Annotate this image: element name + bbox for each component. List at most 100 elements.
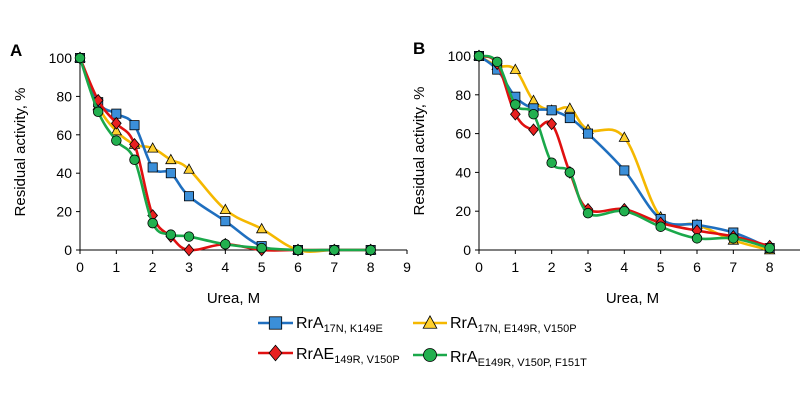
x-tick-label: 3 — [185, 259, 193, 275]
series-line-ae149r — [478, 54, 771, 248]
data-point-k149e — [111, 108, 122, 119]
data-point-f151t — [728, 233, 739, 244]
axes — [478, 56, 800, 251]
data-point-k149e — [129, 120, 140, 131]
series-e149r — [473, 49, 776, 255]
y-tick-label: 60 — [455, 126, 471, 142]
data-point-k149e — [165, 168, 176, 179]
legend-entry-f151t: RrAE149R, V150P, F151T — [413, 348, 587, 369]
y-tick-label: 60 — [56, 127, 72, 143]
data-point-f151t — [74, 52, 86, 64]
y-axis-label: Residual activity, % — [12, 88, 29, 217]
data-point-e149r — [146, 142, 159, 153]
x-tick-label: 8 — [367, 259, 375, 275]
data-point-e149r — [564, 102, 576, 113]
data-point-k149e — [619, 165, 630, 176]
chart-panel-a: 0 20 40 60 80 100 0 1 2 3 4 5 6 7 8 9 Urea, M Residual ac… — [10, 41, 411, 307]
series-ae149r — [473, 49, 776, 253]
data-point-k149e — [147, 162, 158, 173]
x-tick-label: 0 — [475, 259, 483, 275]
y-tick-label: 80 — [56, 88, 72, 104]
legend-marker-e149r — [422, 315, 438, 329]
series-f151t — [473, 50, 775, 254]
data-point-e149r — [618, 131, 631, 142]
data-point-f151t — [329, 244, 340, 256]
data-point-e149r — [255, 222, 268, 234]
data-point-e149r — [165, 153, 177, 165]
y-axis-label: Residual activity, % — [411, 87, 428, 216]
data-point-ae149r — [528, 123, 539, 137]
y-tick-label: 0 — [64, 242, 72, 258]
data-point-f151t — [220, 239, 231, 250]
series-line-e149r — [478, 54, 771, 252]
x-tick-label: 1 — [112, 259, 120, 275]
data-point-e149r — [509, 63, 522, 74]
data-point-k149e — [583, 128, 594, 139]
y-tick-label: 40 — [56, 165, 72, 181]
legend-marker-ae149r — [268, 344, 283, 362]
legend-entry-e149r: RrA17N, E149R, V150P — [413, 315, 577, 335]
data-point-f151t — [655, 221, 666, 232]
x-tick-label: 2 — [548, 259, 556, 275]
legend-symbol-k149e — [268, 316, 283, 330]
series-k149e — [75, 53, 376, 255]
y-tick-label: 40 — [455, 164, 471, 180]
x-tick-label: 5 — [258, 259, 266, 275]
legend-marker-f151t — [423, 348, 437, 362]
data-point-f151t — [111, 135, 122, 146]
legend-label-e149r: RrA17N, E149R, V150P — [450, 315, 577, 335]
y-tick-label: 100 — [448, 48, 472, 64]
data-point-e149r — [110, 124, 123, 136]
legend: RrA17N, K149E RrA17N, E149R, V150P RrAE1… — [258, 315, 587, 369]
data-point-k149e — [183, 191, 194, 202]
data-point-f151t — [292, 244, 304, 256]
legend-entry-ae149r: RrAE149R, V150P — [258, 344, 400, 366]
series-f151t — [74, 52, 376, 256]
y-tick-label: 100 — [49, 50, 73, 66]
data-point-ae149r — [183, 243, 195, 257]
data-point-f151t — [165, 229, 177, 240]
data-point-k149e — [564, 113, 575, 124]
x-axis-label: Urea, M — [207, 290, 260, 307]
x-tick-label: 5 — [657, 259, 665, 275]
x-axis-label: Urea, M — [606, 290, 659, 307]
data-point-f151t — [365, 244, 376, 256]
x-tick-label: 7 — [729, 259, 737, 275]
panel-label: B — [413, 39, 425, 58]
x-tick-label: 9 — [403, 259, 411, 275]
data-point-f151t — [764, 242, 775, 254]
data-point-ae149r — [509, 107, 521, 121]
data-point-f151t — [546, 157, 557, 168]
x-tick-label: 4 — [620, 259, 628, 275]
data-point-e149r — [183, 163, 195, 174]
panel-label: A — [10, 41, 22, 60]
data-point-f151t — [129, 154, 140, 165]
y-tick-label: 0 — [463, 242, 471, 258]
data-point-f151t — [510, 99, 521, 110]
data-point-ae149r — [129, 138, 140, 151]
data-point-ae149r — [110, 116, 122, 130]
data-point-f151t — [256, 242, 267, 254]
x-tick-label: 3 — [584, 259, 592, 275]
series-k149e — [473, 51, 775, 254]
data-point-f151t — [582, 207, 594, 219]
series-line-f151t — [478, 54, 771, 250]
data-point-f151t — [491, 56, 503, 68]
x-tick-label: 6 — [693, 259, 701, 275]
data-point-f151t — [147, 217, 158, 229]
legend-symbol-e149r — [422, 315, 438, 329]
legend-entry-k149e: RrA17N, K149E — [258, 315, 383, 335]
data-point-f151t — [619, 205, 630, 217]
y-tick-label: 80 — [455, 87, 471, 103]
x-tick-label: 1 — [511, 259, 519, 275]
data-point-k149e — [220, 216, 231, 227]
y-tick-label: 20 — [56, 204, 72, 220]
x-tick-label: 0 — [76, 259, 84, 275]
x-tick-label: 2 — [149, 259, 157, 275]
data-point-f151t — [183, 231, 195, 242]
y-tick-label: 20 — [455, 203, 471, 219]
x-tick-label: 8 — [766, 259, 774, 275]
data-point-f151t — [691, 233, 703, 244]
